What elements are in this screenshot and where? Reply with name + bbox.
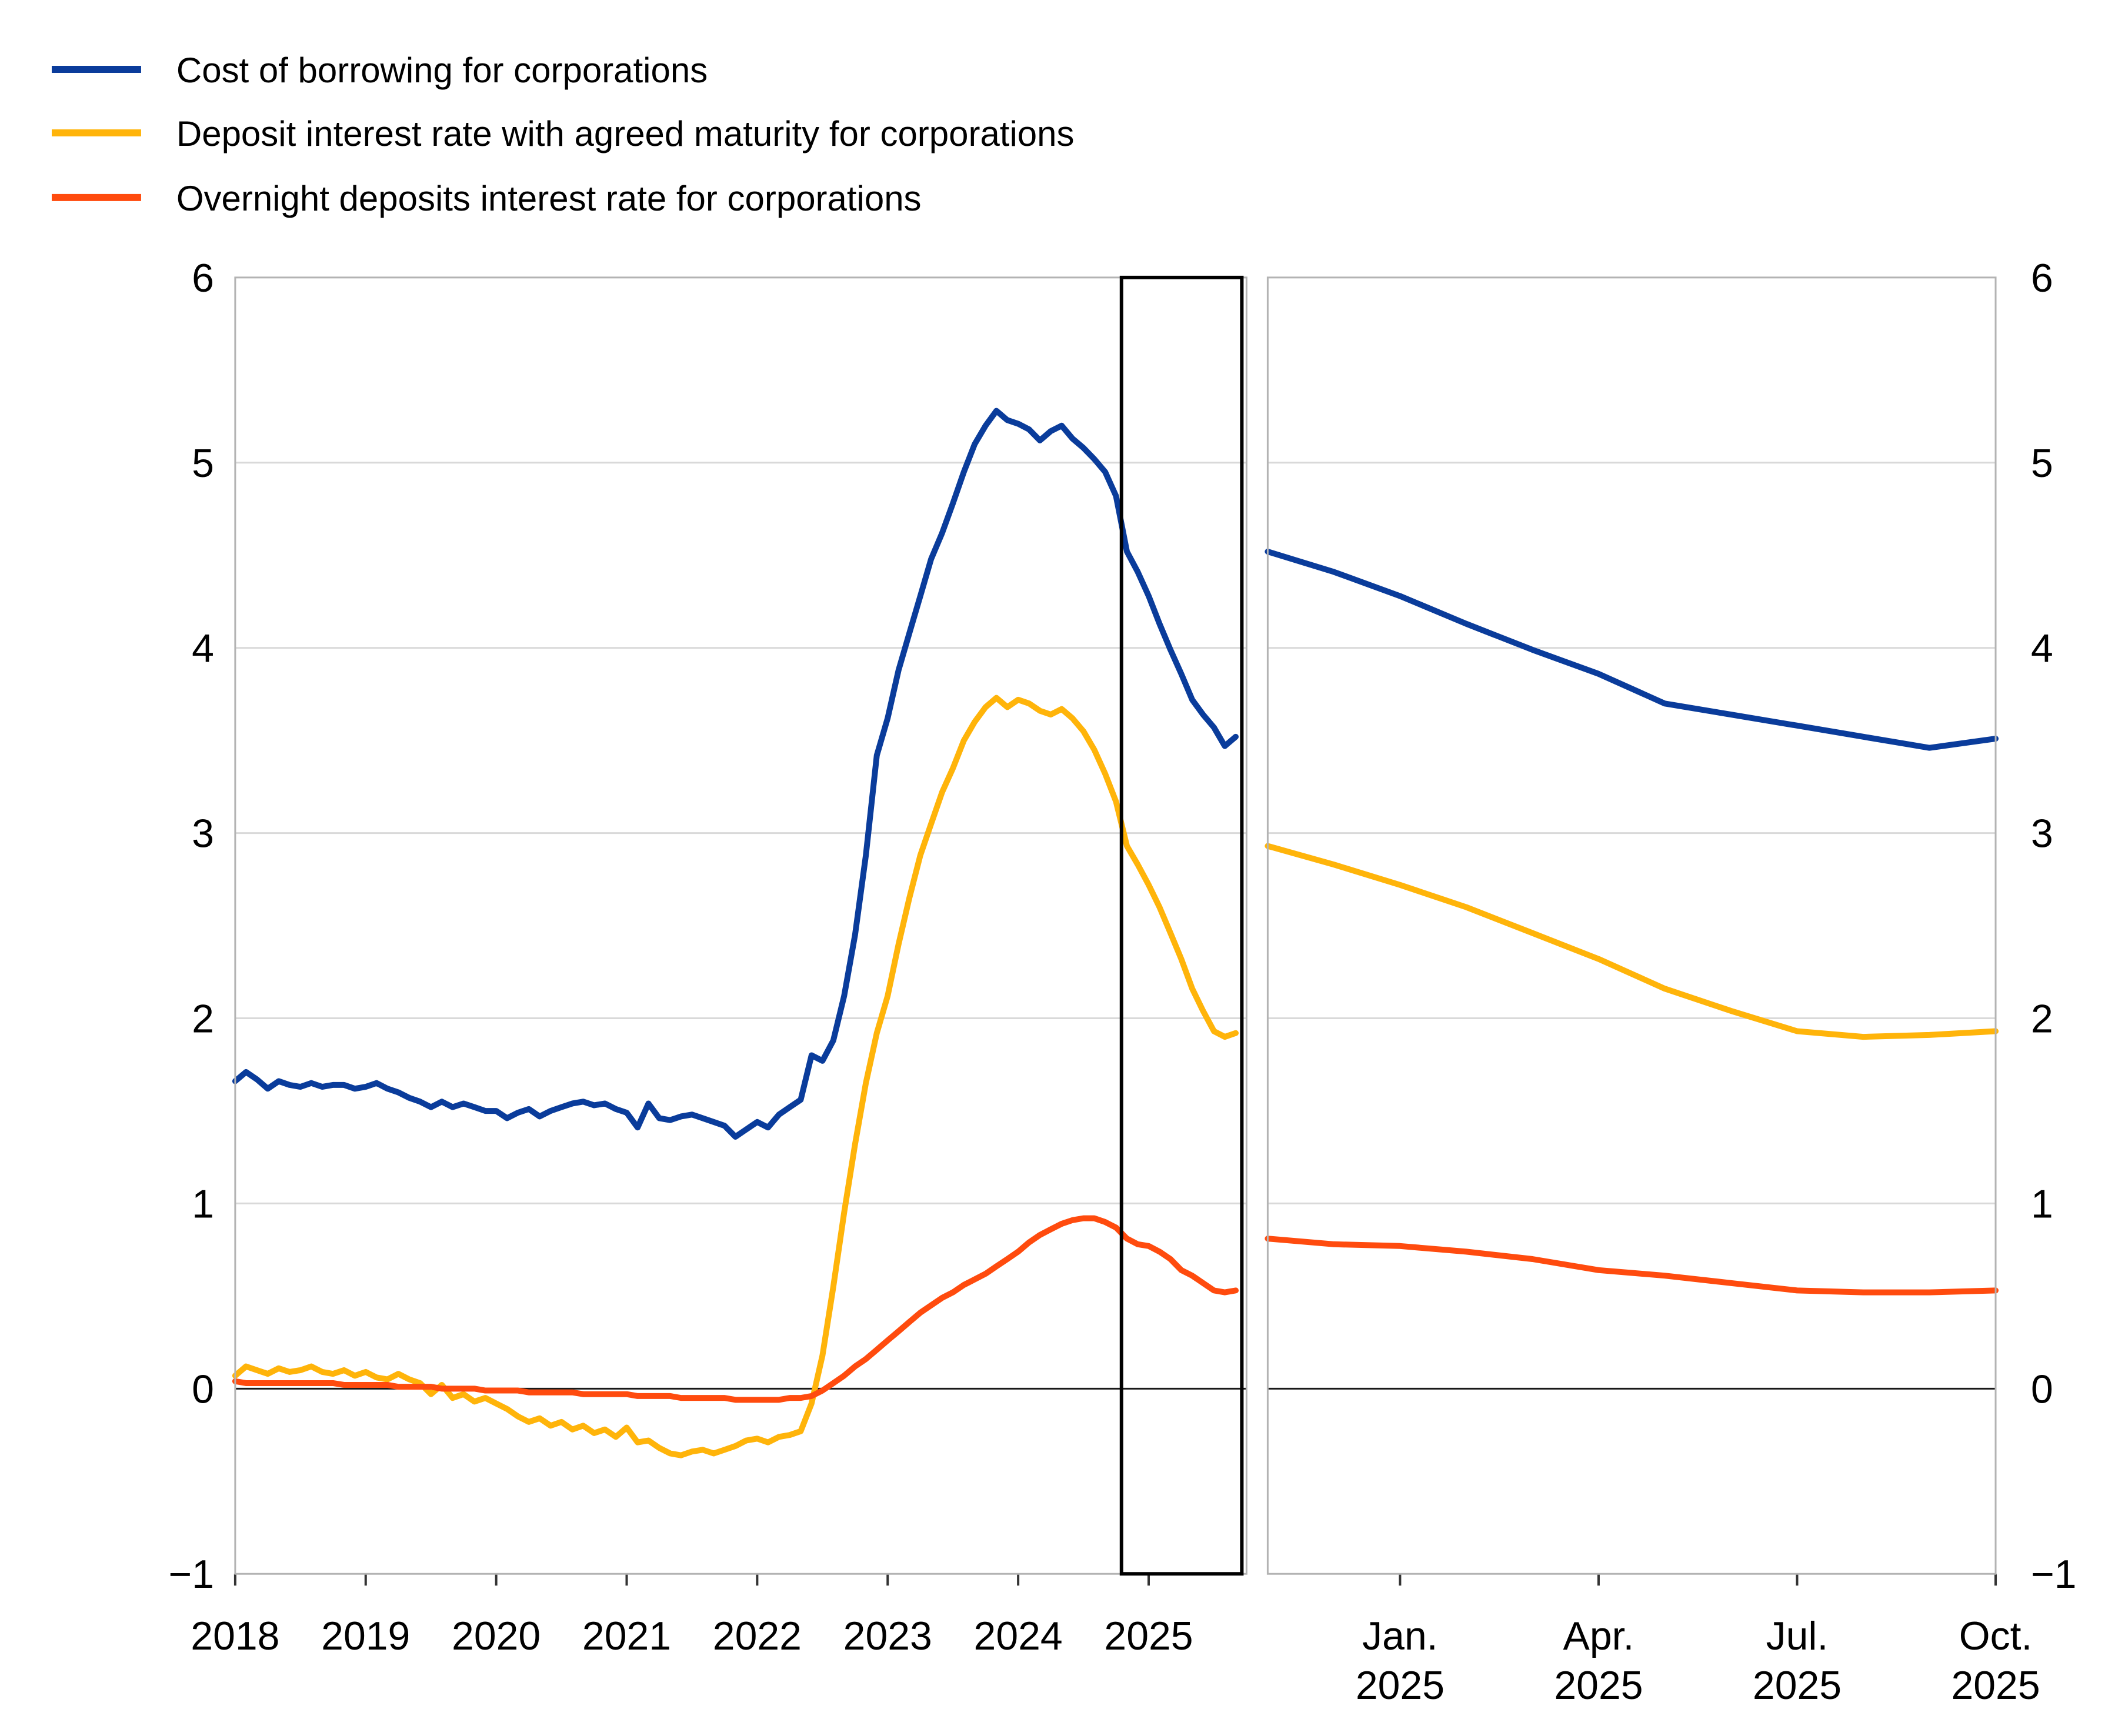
x-axis-label: 2020 (452, 1614, 541, 1658)
x-axis-label: Oct. (1959, 1614, 2033, 1658)
x-axis-label: Jul. (1766, 1614, 1829, 1658)
y-axis-label-left: 6 (192, 256, 214, 301)
panel-border-right (1266, 276, 1997, 1575)
panel-border-left (234, 276, 1247, 1575)
x-axis-label: 2024 (974, 1614, 1063, 1658)
highlight-box (1119, 275, 1244, 1576)
y-axis-label-left: 3 (192, 812, 214, 856)
y-axis-label-right: 4 (2031, 626, 2053, 671)
legend-label-overnight-deposits: Overnight deposits interest rate for cor… (176, 179, 922, 218)
x-axis-label: 2021 (582, 1614, 671, 1658)
series-line-cost-of-borrowing (1265, 548, 1999, 751)
legend-label-deposit-agreed-maturity: Deposit interest rate with agreed maturi… (176, 114, 1075, 153)
x-axis-label: 2025 (1104, 1614, 1193, 1658)
y-axis-label-left: 0 (192, 1367, 214, 1411)
legend: Cost of borrowing for corporations Depos… (51, 51, 1075, 218)
y-axis-label-right: 5 (2031, 441, 2053, 486)
series-line-overnight-deposits (1265, 1236, 1999, 1296)
x-axis-label: 2022 (713, 1614, 802, 1658)
y-axis-label-right: 3 (2031, 812, 2053, 856)
y-axis-label-left: 4 (192, 626, 214, 671)
y-axis-label-right: 1 (2031, 1181, 2053, 1226)
x-axis-label: Apr. (1563, 1614, 1634, 1658)
y-axis-label-right: −1 (2031, 1552, 2077, 1597)
x-axis-label: 2025 (1951, 1663, 2040, 1708)
x-axis-label: 2025 (1356, 1663, 1445, 1708)
y-axis-label-left: 1 (192, 1181, 214, 1226)
x-axis-label: 2018 (191, 1614, 279, 1658)
series-line-cost-of-borrowing (232, 408, 1239, 1140)
y-axis-label-right: 0 (2031, 1367, 2053, 1411)
legend-label-cost-of-borrowing: Cost of borrowing for corporations (176, 51, 708, 90)
series-line-deposit-agreed-maturity (232, 695, 1239, 1458)
x-axis-label: 2023 (843, 1614, 932, 1658)
x-axis-label: 2025 (1753, 1663, 1842, 1708)
x-axis-label: 2019 (321, 1614, 410, 1658)
series-line-deposit-agreed-maturity (1265, 843, 1999, 1040)
y-axis-label-right: 2 (2031, 997, 2053, 1041)
y-axis-label-left: −1 (168, 1552, 214, 1597)
y-axis-label-left: 2 (192, 997, 214, 1041)
series-line-overnight-deposits (232, 1215, 1239, 1403)
x-axis-label: Jan. (1362, 1614, 1437, 1658)
x-axis-label: 2025 (1554, 1663, 1643, 1708)
y-axis-label-right: 6 (2031, 256, 2053, 301)
y-axis-label-left: 5 (192, 441, 214, 486)
